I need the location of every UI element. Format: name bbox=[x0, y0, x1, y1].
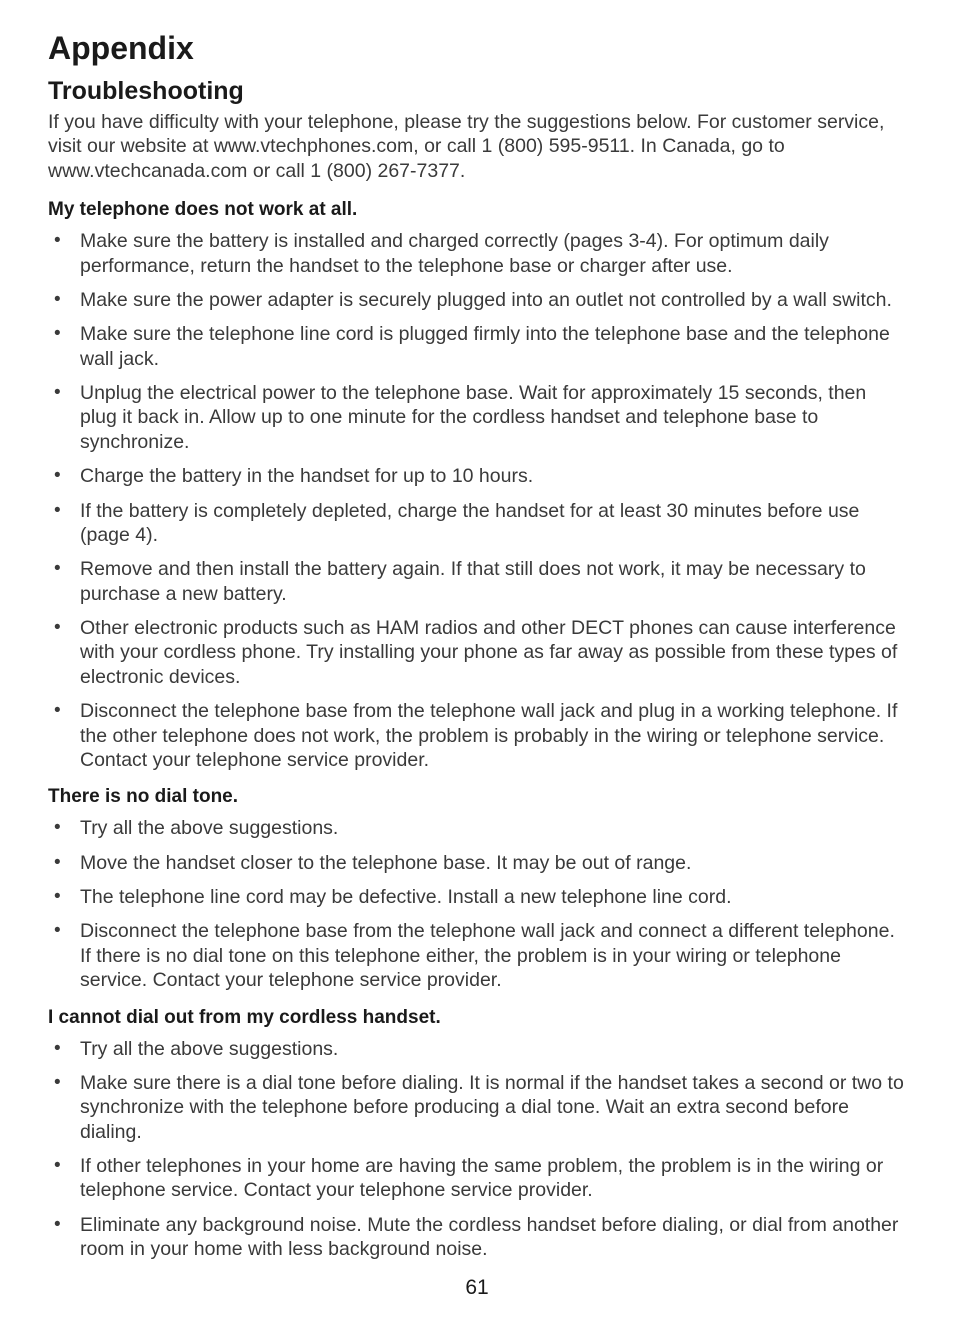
bullet-list: Try all the above suggestions. Move the … bbox=[48, 816, 906, 992]
list-item: Make sure the telephone line cord is plu… bbox=[48, 322, 906, 371]
list-item: Make sure the battery is installed and c… bbox=[48, 229, 906, 278]
section-heading: There is no dial tone. bbox=[48, 786, 906, 808]
list-item: Unplug the electrical power to the telep… bbox=[48, 381, 906, 454]
list-item: Other electronic products such as HAM ra… bbox=[48, 616, 906, 689]
list-item: Disconnect the telephone base from the t… bbox=[48, 919, 906, 992]
list-item: Make sure there is a dial tone before di… bbox=[48, 1071, 906, 1144]
section-heading: I cannot dial out from my cordless hands… bbox=[48, 1007, 906, 1029]
list-item: Charge the battery in the handset for up… bbox=[48, 464, 906, 488]
list-item: Disconnect the telephone base from the t… bbox=[48, 699, 906, 772]
list-item: Eliminate any background noise. Mute the… bbox=[48, 1213, 906, 1262]
list-item: Try all the above suggestions. bbox=[48, 816, 906, 840]
list-item: Remove and then install the battery agai… bbox=[48, 557, 906, 606]
section-0: My telephone does not work at all. Make … bbox=[48, 199, 906, 772]
section-heading: My telephone does not work at all. bbox=[48, 199, 906, 221]
bullet-list: Try all the above suggestions. Make sure… bbox=[48, 1037, 906, 1262]
list-item: Try all the above suggestions. bbox=[48, 1037, 906, 1061]
list-item: The telephone line cord may be defective… bbox=[48, 885, 906, 909]
list-item: If the battery is completely depleted, c… bbox=[48, 499, 906, 548]
list-item: Move the handset closer to the telephone… bbox=[48, 851, 906, 875]
page-title: Appendix bbox=[48, 30, 906, 67]
section-2: I cannot dial out from my cordless hands… bbox=[48, 1007, 906, 1262]
intro-paragraph: If you have difficulty with your telepho… bbox=[48, 110, 906, 183]
bullet-list: Make sure the battery is installed and c… bbox=[48, 229, 906, 772]
page-number: 61 bbox=[48, 1276, 906, 1300]
section-1: There is no dial tone. Try all the above… bbox=[48, 786, 906, 992]
list-item: If other telephones in your home are hav… bbox=[48, 1154, 906, 1203]
list-item: Make sure the power adapter is securely … bbox=[48, 288, 906, 312]
page-subtitle: Troubleshooting bbox=[48, 77, 906, 106]
